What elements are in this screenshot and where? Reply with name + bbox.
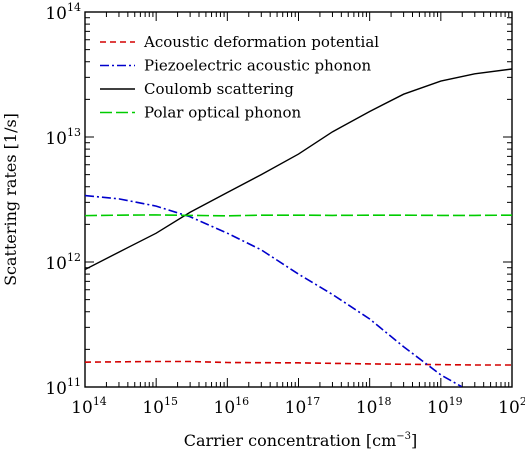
x-tick-label: 1017 — [285, 395, 321, 418]
x-tick-label: 1015 — [142, 395, 178, 418]
x-tick-label: 1020 — [498, 395, 525, 418]
legend-label-2: Piezoelectric acoustic phonon — [144, 57, 372, 75]
x-tick-label: 1018 — [356, 395, 392, 418]
x-tick-label: 1014 — [71, 395, 107, 418]
legend: Acoustic deformation potential Piezoelect… — [100, 33, 379, 122]
x-tick-label: 1016 — [214, 395, 250, 418]
y-tick-label: 1014 — [45, 1, 81, 24]
y-axis-label: Scattering rates [1/s] — [1, 113, 20, 286]
y-tick-label: 1013 — [45, 126, 81, 149]
x-axis-label-main: Carrier concentration [cm — [184, 431, 397, 450]
y-tick-label: 1011 — [45, 376, 81, 399]
x-axis-label-end: ] — [411, 431, 417, 450]
series-line-1 — [85, 360, 512, 366]
x-tick-label: 1019 — [427, 395, 463, 418]
series-line-2 — [85, 194, 463, 387]
legend-label-1: Acoustic deformation potential — [143, 33, 379, 51]
series-layer — [85, 68, 512, 387]
y-tick-label: 1012 — [45, 251, 81, 274]
x-axis-label-unit-exponent: −3 — [396, 431, 411, 442]
legend-label-4: Polar optical phonon — [144, 104, 302, 122]
tick-layer — [84, 11, 513, 388]
tick-label-layer: 1014 1015 1016 1017 1018 1019 1020 1011 1012 1013… — [45, 1, 525, 418]
series-line-3 — [85, 68, 512, 271]
legend-label-3: Coulomb scattering — [144, 80, 294, 98]
series-line-4 — [85, 214, 512, 217]
x-axis-label: Carrier concentration [cm−3] — [184, 431, 418, 450]
